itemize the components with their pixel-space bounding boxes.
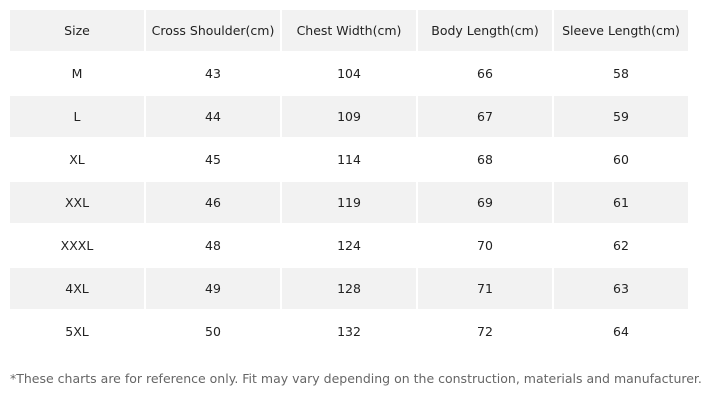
value-cell: 71: [418, 268, 552, 309]
value-cell: 63: [554, 268, 688, 309]
table-row: XXL 46 119 69 61: [10, 182, 688, 223]
table-row: XXXL 48 124 70 62: [10, 225, 688, 266]
footnote: *These charts are for reference only. Fi…: [10, 371, 702, 386]
value-cell: 59: [554, 96, 688, 137]
value-cell: 58: [613, 66, 629, 81]
table-row: 4XL 49 128 71 63: [10, 268, 688, 309]
value-cell: 128: [282, 268, 416, 309]
value-cell: 67: [418, 96, 552, 137]
size-table: Size Cross Shoulder(cm) Chest Width(cm) Bod…: [8, 8, 690, 354]
value-cell: 66: [477, 66, 493, 81]
value-cell: Cross Shoulder(cm): [146, 10, 280, 51]
value-cell: 46: [146, 182, 280, 223]
table-row: L 44 109 67 59: [10, 96, 688, 137]
value-cell: 45: [205, 152, 221, 167]
value-cell: 48: [205, 238, 221, 253]
value-cell: 60: [613, 152, 629, 167]
value-cell: Body Length(cm): [418, 10, 552, 51]
size-cell: Size: [10, 10, 144, 51]
table-row: M 43 104 66 58: [10, 53, 688, 94]
value-cell: 119: [282, 182, 416, 223]
value-cell: 50: [205, 324, 221, 339]
size-cell: 4XL: [10, 268, 144, 309]
table-row: XL 45 114 68 60: [10, 139, 688, 180]
value-cell: 44: [146, 96, 280, 137]
value-cell: 132: [337, 324, 361, 339]
value-cell: 49: [146, 268, 280, 309]
value-cell: 114: [337, 152, 361, 167]
value-cell: 72: [477, 324, 493, 339]
value-cell: 109: [282, 96, 416, 137]
value-cell: 43: [205, 66, 221, 81]
value-cell: 124: [337, 238, 361, 253]
value-cell: 61: [554, 182, 688, 223]
size-cell: XXXL: [60, 238, 94, 253]
value-cell: Sleeve Length(cm): [554, 10, 688, 51]
table-row: 5XL 50 132 72 64: [10, 311, 688, 352]
value-cell: 104: [337, 66, 361, 81]
value-cell: 62: [613, 238, 629, 253]
value-cell: 64: [613, 324, 629, 339]
size-cell: XL: [69, 152, 85, 167]
size-cell: L: [10, 96, 144, 137]
size-cell: 5XL: [65, 324, 89, 339]
header-row: Size Cross Shoulder(cm) Chest Width(cm) Bod…: [10, 10, 688, 51]
value-cell: 70: [477, 238, 493, 253]
value-cell: 69: [418, 182, 552, 223]
size-cell: XXL: [10, 182, 144, 223]
value-cell: 68: [477, 152, 493, 167]
value-cell: Chest Width(cm): [282, 10, 416, 51]
size-cell: M: [71, 66, 83, 81]
